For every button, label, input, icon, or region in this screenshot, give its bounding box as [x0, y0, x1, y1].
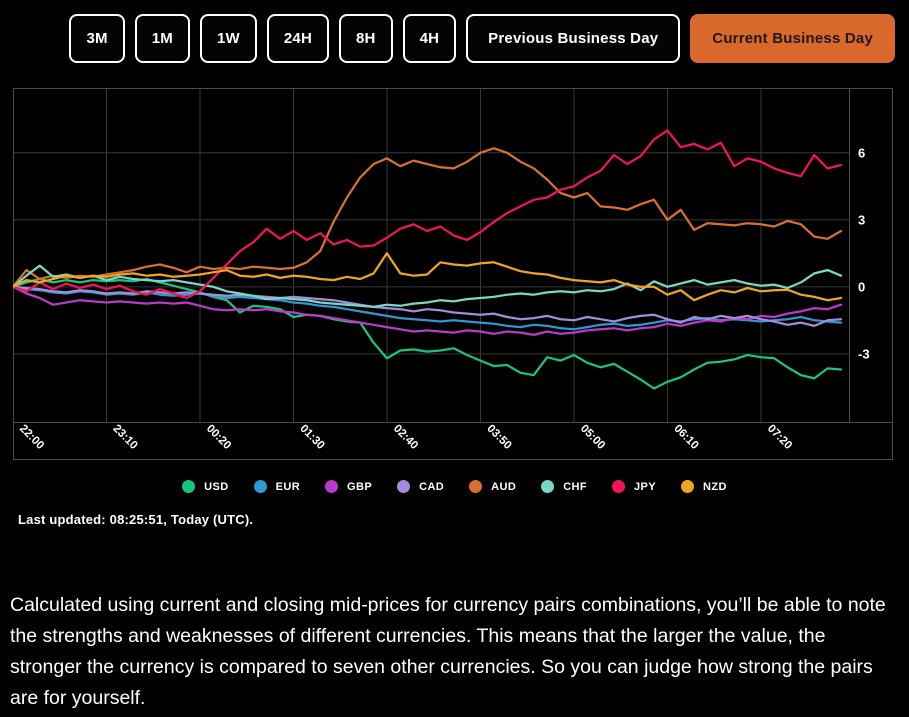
series-line-gbp: [11, 285, 843, 337]
description-text: Calculated using current and closing mid…: [10, 594, 886, 709]
legend-item-jpy[interactable]: JPY: [612, 480, 656, 493]
series-line-chf: [11, 264, 843, 309]
timeframe-toolbar: 3M 1M 1W 24H 8H 4H Previous Business Day…: [0, 0, 909, 63]
x-tick-label: 06:10: [671, 423, 700, 452]
legend-item-chf[interactable]: CHF: [541, 480, 587, 493]
legend-label: NZD: [703, 480, 727, 493]
y-tick-label: 3: [858, 212, 865, 227]
y-tick-label: 6: [858, 145, 865, 160]
y-tick-label: -3: [858, 346, 870, 361]
legend-label: EUR: [275, 480, 301, 493]
legend-label: JPY: [634, 480, 656, 493]
timeframe-button-8h[interactable]: 8H: [339, 14, 393, 63]
x-tick-label: 01:30: [297, 423, 326, 452]
legend-dot-jpy: [612, 480, 625, 493]
legend-dot-cad: [397, 480, 411, 493]
timeframe-button-3m[interactable]: 3M: [69, 14, 125, 63]
chart-border: [13, 88, 893, 460]
timeframe-button-4h[interactable]: 4H: [402, 14, 457, 63]
currency-strength-chart[interactable]: 6 3 0 -3 22:00 23:10 00:20 01:30 02:40 03:50 05:00…: [11, 88, 895, 460]
x-tick-label: 23:10: [110, 423, 139, 452]
timeframe-button-1m[interactable]: 1M: [134, 14, 190, 63]
series-line-aud: [11, 147, 843, 288]
x-tick-label: 02:40: [391, 423, 420, 452]
legend-item-usd[interactable]: USD: [182, 480, 228, 493]
timeframe-button-24h[interactable]: 24H: [266, 14, 330, 63]
x-tick-label: 05:00: [578, 423, 607, 452]
chart-legend: USD EUR GBP CAD AUD CHF JPY NZD: [0, 480, 909, 493]
legend-label: CAD: [419, 480, 445, 493]
series-line-jpy: [11, 129, 843, 300]
series-line-usd: [11, 277, 843, 390]
series-line-nzd: [11, 252, 843, 302]
legend-label: USD: [204, 480, 229, 493]
legend-item-nzd[interactable]: NZD: [681, 480, 727, 493]
legend-item-eur[interactable]: EUR: [253, 480, 301, 493]
legend-dot-chf: [541, 480, 555, 493]
y-tick-label: 0: [858, 279, 865, 294]
legend-dot-gbp: [325, 480, 339, 493]
current-business-day-button[interactable]: Current Business Day: [690, 14, 895, 63]
legend-dot-usd: [182, 480, 196, 493]
x-tick-label: 22:00: [17, 423, 46, 452]
previous-business-day-button[interactable]: Previous Business Day: [466, 14, 681, 63]
legend-label: GBP: [347, 480, 373, 493]
x-tick-label: 03:50: [484, 423, 513, 452]
legend-label: CHF: [563, 480, 587, 493]
x-tick-label: 07:20: [765, 423, 794, 452]
legend-item-aud[interactable]: AUD: [469, 480, 516, 493]
legend-item-gbp[interactable]: GBP: [325, 480, 372, 493]
legend-dot-nzd: [681, 480, 694, 493]
legend-dot-eur: [253, 480, 267, 493]
legend-label: AUD: [491, 480, 517, 493]
chart-canvas[interactable]: 6 3 0 -3 22:00 23:10 00:20 01:30 02:40 03:50 05:00…: [11, 88, 895, 460]
legend-item-cad[interactable]: CAD: [397, 480, 444, 493]
last-updated-text: Last updated: 08:25:51, Today (UTC).: [18, 512, 254, 527]
timeframe-button-1w[interactable]: 1W: [199, 14, 257, 63]
legend-dot-aud: [469, 480, 483, 493]
x-tick-label: 00:20: [204, 423, 233, 452]
